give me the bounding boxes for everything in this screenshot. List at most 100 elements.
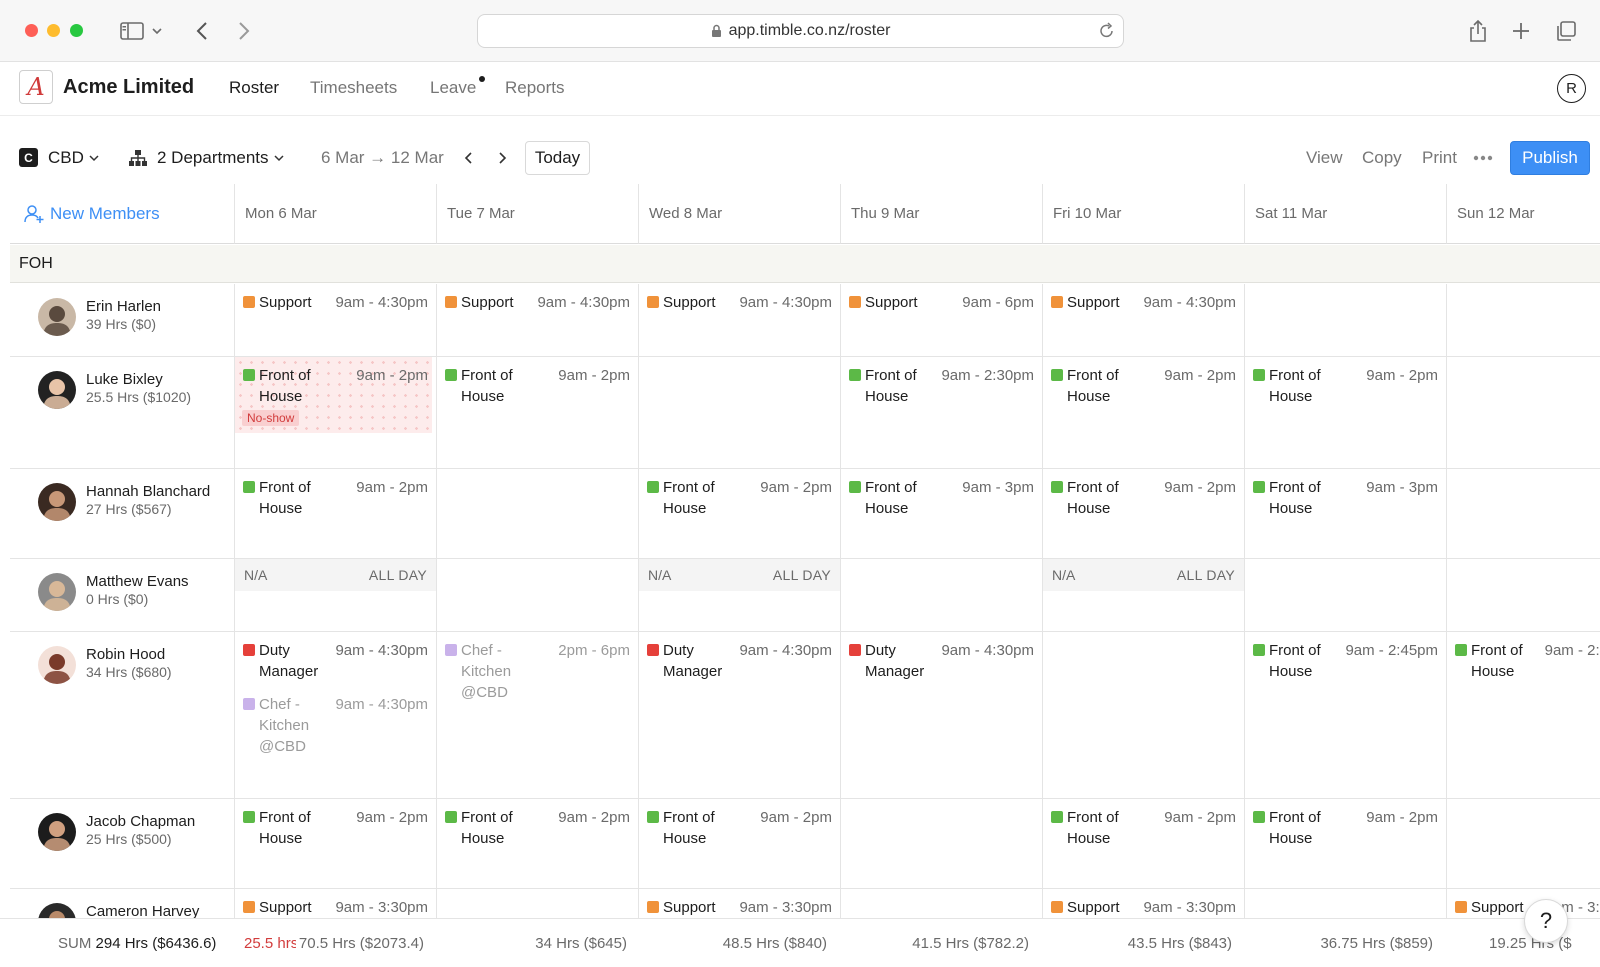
member-info[interactable]: Luke Bixley 25.5 Hrs ($1020) xyxy=(10,357,234,468)
share-icon[interactable] xyxy=(1466,17,1490,45)
prev-week-icon[interactable] xyxy=(464,148,480,168)
shift-time: 9am - 3:30pm xyxy=(335,899,428,916)
departments-select[interactable]: 2 Departments xyxy=(128,148,285,168)
roster-cell-mon[interactable]: Front of House 9am - 2pm xyxy=(234,799,436,888)
roster-cell-sun[interactable] xyxy=(1446,469,1600,558)
roster-cell-sun[interactable] xyxy=(1446,357,1600,468)
roster-cell-fri[interactable]: Front of House 9am - 2pm xyxy=(1042,799,1244,888)
roster-cell-sat[interactable]: Front of House 9am - 2:45pm xyxy=(1244,632,1446,798)
roster-cell-tue[interactable] xyxy=(436,559,638,631)
roster-cell-mon[interactable]: N/A ALL DAY xyxy=(234,559,436,631)
roster-cell-wed[interactable]: N/A ALL DAY xyxy=(638,559,840,631)
member-row: Jacob Chapman 25 Hrs ($500) Front of House… xyxy=(10,799,1600,889)
roster-cell-thu[interactable] xyxy=(840,799,1042,888)
nav-reports[interactable]: Reports xyxy=(505,78,565,97)
member-info[interactable]: Robin Hood 34 Hrs ($680) xyxy=(10,632,234,798)
roster-cell-sun[interactable]: Front of House 9am - 2:4 xyxy=(1446,632,1600,798)
nav-leave[interactable]: Leave xyxy=(430,78,477,97)
minimize-window-button[interactable] xyxy=(47,24,60,37)
roster-cell-fri[interactable]: Front of House 9am - 2pm xyxy=(1042,469,1244,558)
shift-role: Front of House xyxy=(865,367,917,405)
member-info[interactable]: Erin Harlen 39 Hrs ($0) xyxy=(10,284,234,356)
avatar[interactable] xyxy=(38,483,76,521)
nav-timesheets[interactable]: Timesheets xyxy=(310,78,398,97)
roster-cell-thu[interactable]: Front of House 9am - 3pm xyxy=(840,469,1042,558)
unavailable-span: ALL DAY xyxy=(368,567,427,583)
date-range: 6 Mar → 12 Mar xyxy=(321,148,444,167)
roster-cell-tue[interactable]: Chef - Kitchen @CBD 2pm - 6pm xyxy=(436,632,638,798)
avatar[interactable] xyxy=(38,573,76,611)
day-total-thu: 41.5 Hrs ($782.2) xyxy=(912,935,1029,952)
roster-cell-wed[interactable]: Support 9am - 4:30pm xyxy=(638,284,840,356)
close-window-button[interactable] xyxy=(25,24,38,37)
roster-cell-mon[interactable]: Support 9am - 4:30pm xyxy=(234,284,436,356)
roster-cell-thu[interactable]: Support 9am - 6pm xyxy=(840,284,1042,356)
today-button[interactable]: Today xyxy=(525,141,590,175)
nav-roster[interactable]: Roster xyxy=(229,78,280,97)
member-hours: 39 Hrs ($0) xyxy=(86,316,157,332)
reload-icon[interactable] xyxy=(1099,22,1115,45)
member-info[interactable]: Matthew Evans 0 Hrs ($0) xyxy=(10,559,234,631)
shift-time: 9am - 2pm xyxy=(356,479,428,496)
day-header-fri: Fri 10 Mar xyxy=(1042,184,1244,244)
new-tab-icon[interactable] xyxy=(1509,17,1533,45)
unavailable-block[interactable]: N/A ALL DAY xyxy=(235,559,436,591)
user-avatar[interactable]: R xyxy=(1557,74,1586,103)
avatar[interactable] xyxy=(38,371,76,409)
tab-overview-icon[interactable] xyxy=(1553,17,1579,45)
roster-cell-sun[interactable] xyxy=(1446,799,1600,888)
roster-cell-sun[interactable] xyxy=(1446,284,1600,356)
roster-cell-tue[interactable] xyxy=(436,469,638,558)
sidebar-toggle-icon[interactable] xyxy=(116,17,166,45)
copy-button[interactable]: Copy xyxy=(1362,148,1402,167)
roster-cell-mon[interactable]: Front of House 9am - 2pm No-show xyxy=(234,357,436,468)
avatar[interactable] xyxy=(38,646,76,684)
roster-cell-sat[interactable] xyxy=(1244,559,1446,631)
shift-time: 9am - 2:30pm xyxy=(941,367,1034,384)
member-info[interactable]: Hannah Blanchard 27 Hrs ($567) xyxy=(10,469,234,558)
shift-color-swatch xyxy=(243,901,255,913)
address-bar[interactable]: app.timble.co.nz/roster xyxy=(477,14,1124,48)
roster-cell-tue[interactable]: Support 9am - 4:30pm xyxy=(436,284,638,356)
roster-cell-fri[interactable]: Front of House 9am - 2pm xyxy=(1042,357,1244,468)
unavailable-block[interactable]: N/A ALL DAY xyxy=(639,559,840,591)
roster-cell-wed[interactable]: Front of House 9am - 2pm xyxy=(638,799,840,888)
member-info[interactable]: Jacob Chapman 25 Hrs ($500) xyxy=(10,799,234,888)
roster-cell-thu[interactable] xyxy=(840,559,1042,631)
roster-cell-sat[interactable] xyxy=(1244,284,1446,356)
view-button[interactable]: View xyxy=(1306,148,1343,167)
location-label: CBD xyxy=(48,148,84,167)
roster-cell-fri[interactable]: Support 9am - 4:30pm xyxy=(1042,284,1244,356)
roster-cell-wed[interactable] xyxy=(638,357,840,468)
roster-cell-mon[interactable]: Front of House 9am - 2pm xyxy=(234,469,436,558)
roster-cell-sat[interactable]: Front of House 9am - 2pm xyxy=(1244,357,1446,468)
unavailable-block[interactable]: N/A ALL DAY xyxy=(1043,559,1244,591)
roster-cell-wed[interactable]: Front of House 9am - 2pm xyxy=(638,469,840,558)
more-options-icon[interactable] xyxy=(1473,148,1493,168)
roster-cell-thu[interactable]: Front of House 9am - 2:30pm xyxy=(840,357,1042,468)
roster-cell-mon[interactable]: Duty Manager 9am - 4:30pm Chef - Kitchen @… xyxy=(234,632,436,798)
next-week-icon[interactable] xyxy=(498,148,514,168)
roster-cell-wed[interactable]: Duty Manager 9am - 4:30pm xyxy=(638,632,840,798)
publish-button[interactable]: Publish xyxy=(1510,141,1590,175)
forward-icon[interactable] xyxy=(234,17,254,45)
roster-cell-fri[interactable] xyxy=(1042,632,1244,798)
zoom-window-button[interactable] xyxy=(70,24,83,37)
back-icon[interactable] xyxy=(192,17,212,45)
avatar[interactable] xyxy=(38,298,76,336)
shift-role: Front of House xyxy=(1067,479,1119,517)
roster-cell-tue[interactable]: Front of House 9am - 2pm xyxy=(436,357,638,468)
location-select[interactable]: CBD xyxy=(48,148,100,168)
roster-cell-thu[interactable]: Duty Manager 9am - 4:30pm xyxy=(840,632,1042,798)
print-button[interactable]: Print xyxy=(1422,148,1457,167)
roster-cell-fri[interactable]: N/A ALL DAY xyxy=(1042,559,1244,631)
help-button[interactable]: ? xyxy=(1524,899,1568,943)
roster-cell-wed[interactable]: Support 9am - 3:30pm xyxy=(638,889,840,967)
roster-cell-sat[interactable]: Front of House 9am - 2pm xyxy=(1244,799,1446,888)
new-members-button[interactable]: New Members xyxy=(10,184,234,244)
avatar[interactable] xyxy=(38,813,76,851)
roster-cell-sat[interactable]: Front of House 9am - 3pm xyxy=(1244,469,1446,558)
shift-time: 9am - 2pm xyxy=(1366,809,1438,826)
roster-cell-tue[interactable]: Front of House 9am - 2pm xyxy=(436,799,638,888)
roster-cell-sun[interactable] xyxy=(1446,559,1600,631)
